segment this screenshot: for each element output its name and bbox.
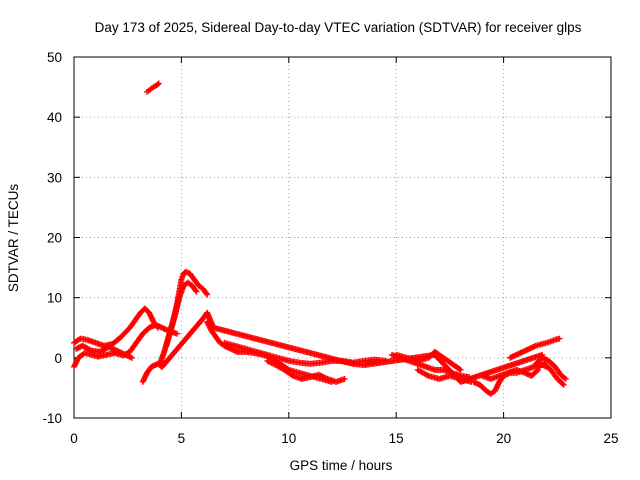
series-arc-evening-upper [479,366,541,382]
data-point [204,291,211,298]
y-tick-label: 40 [47,110,62,125]
x-tick-labels: 0 5 10 15 20 25 [70,431,618,446]
data-point [456,366,463,373]
data-point [203,290,210,297]
x-tick-label: 5 [178,431,186,446]
y-tick-label: 30 [47,170,62,185]
x-tick-label: 10 [281,431,296,446]
series-arc-late-tail [532,354,569,382]
series-arc-late-dip [534,360,567,388]
x-tick-label: 0 [70,431,78,446]
data-point [457,366,464,373]
y-axis-label: SDTVAR / TECUs [6,184,21,293]
series-arc-outlier [144,80,162,95]
data-point [424,372,431,379]
series-arc-early-lower [71,321,181,370]
x-tick-label: 15 [389,431,404,446]
data-point [539,351,546,358]
data-point [154,81,161,88]
x-tick-label: 20 [496,431,511,446]
data-point [562,375,569,382]
data-point [533,367,540,374]
series-isolated-points [159,309,546,385]
data-point [560,381,567,388]
data-point [341,375,348,382]
data-point [174,330,181,337]
data-points [71,80,569,397]
series-arc-descent-lower [264,357,348,385]
data-point [86,346,93,353]
x-tick-label: 25 [603,431,618,446]
data-point [128,354,135,361]
data-point [193,288,200,295]
y-tick-label: 20 [47,231,62,246]
data-point [192,287,199,294]
data-point [559,380,566,387]
y-tick-label: 10 [47,291,62,306]
y-tick-label: -10 [42,411,62,426]
grid-lines [74,57,611,418]
y-tick-label: 0 [54,351,62,366]
axis-ticks [73,56,612,419]
series-arc-peak-inner [163,279,200,349]
y-tick-labels: -10 0 10 20 30 40 50 [42,50,62,426]
y-tick-label: 50 [47,50,62,65]
series-arc-early-mid [73,342,135,361]
x-axis-label: GPS time / hours [290,458,393,473]
series-arc-late-rise [507,335,563,361]
chart-title: Day 173 of 2025, Sidereal Day-to-day VTE… [95,20,582,35]
data-point [556,335,563,342]
data-point [155,80,162,87]
